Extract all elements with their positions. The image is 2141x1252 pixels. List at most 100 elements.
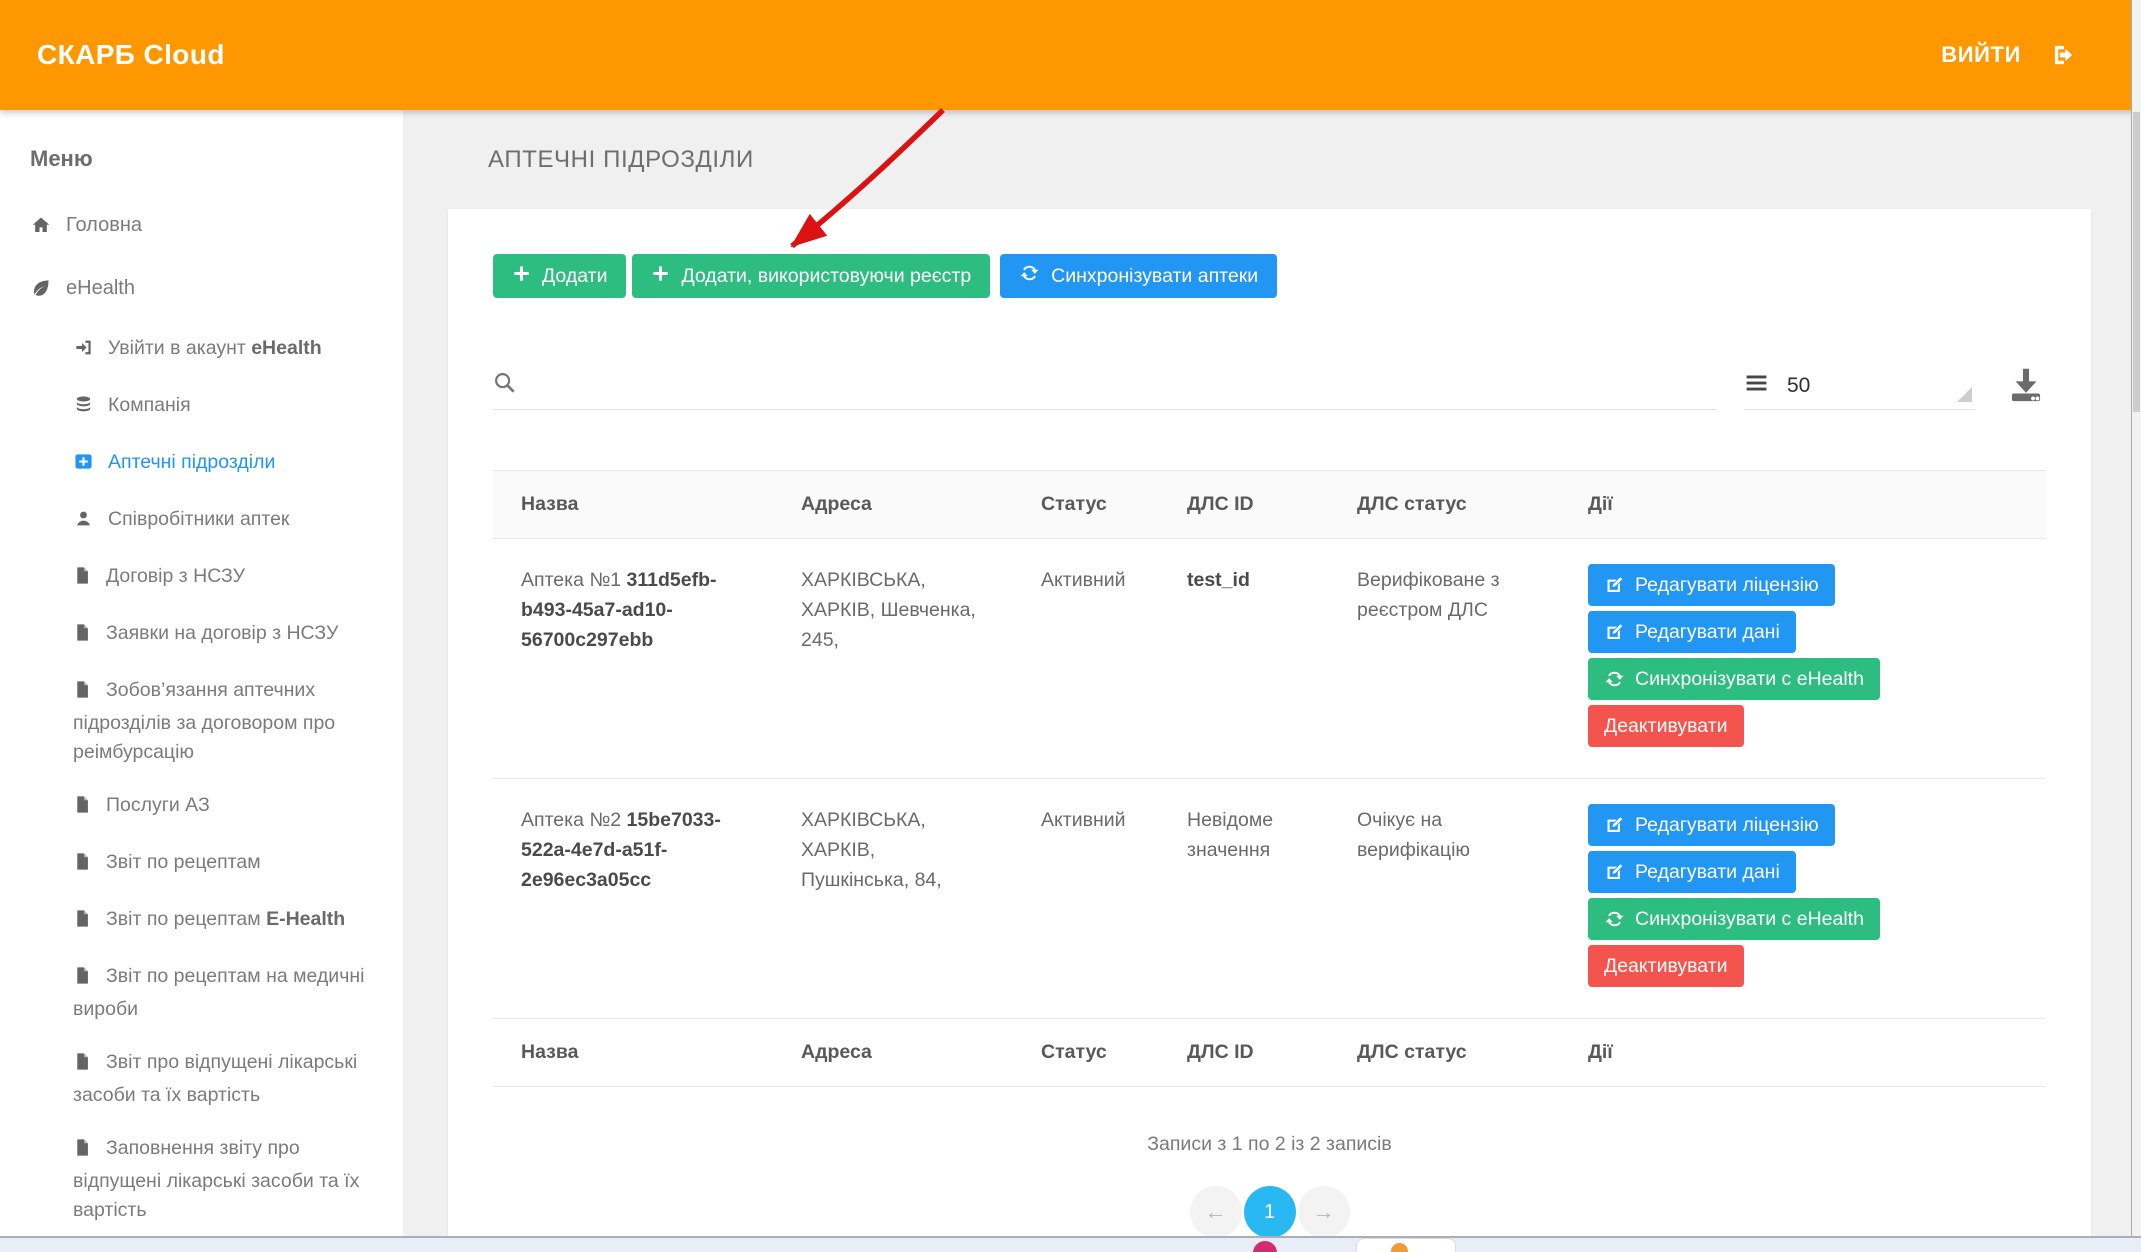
page-title: АПТЕЧНІ ПІДРОЗДІЛИ bbox=[488, 146, 754, 173]
sidebar-menu: Головна eHealth Увійти в акаунт eHealth Ком… bbox=[30, 196, 385, 1238]
column-header-6: Дії bbox=[1560, 1018, 2046, 1087]
sidebar-item-prescription-report-medical[interactable]: Звіт по рецептам на медичні вироби bbox=[30, 950, 385, 1036]
add-button[interactable]: Додати bbox=[493, 254, 627, 298]
edit-license-button[interactable]: Редагувати ліцензію bbox=[1588, 804, 1835, 846]
column-header-5: ДЛС статус bbox=[1329, 470, 1560, 539]
sidebar-item-label: eHealth bbox=[66, 277, 135, 299]
scrollbar-thumb[interactable] bbox=[2133, 112, 2140, 412]
sidebar-item-pharmacy-staff[interactable]: Співробітники аптек bbox=[30, 493, 385, 550]
sidebar-item-label: Зобов’язання аптечних підрозділів за дог… bbox=[73, 679, 336, 763]
file-icon bbox=[73, 1138, 92, 1167]
button-label: Редагувати ліцензію bbox=[1635, 813, 1819, 836]
sidebar-item-label: Головна bbox=[66, 214, 142, 236]
sidebar-item-label: Співробітники аптек bbox=[108, 508, 290, 530]
sync-ehealth-button[interactable]: Синхронізувати с eHealth bbox=[1588, 898, 1880, 940]
toolbar: Додати Додати, використовуючи реєстр Синхр… bbox=[493, 254, 2046, 298]
button-label: Редагувати дані bbox=[1635, 620, 1780, 643]
file-icon bbox=[73, 680, 92, 709]
button-label: Синхронізувати с eHealth bbox=[1635, 667, 1864, 690]
sidebar-item-label: Звіт по рецептам на медичні вироби bbox=[73, 965, 365, 1020]
sidebar-item-pharmacy-units[interactable]: Аптечні підрозділи bbox=[30, 436, 385, 493]
cell-status: Активний bbox=[1013, 778, 1159, 1019]
add-using-registry-button[interactable]: Додати, використовуючи реєстр bbox=[632, 254, 991, 298]
button-label: Синхронізувати с eHealth bbox=[1635, 907, 1864, 930]
column-header-3: Статус bbox=[1013, 1018, 1159, 1087]
app-body: Меню Головна eHealth Увійти в акаунт eHeal… bbox=[0, 110, 2141, 1238]
sidebar-item-ehealth-login[interactable]: Увійти в акаунт eHealth bbox=[30, 322, 385, 379]
page-length-value: 50 bbox=[1787, 374, 1811, 397]
cell-status: Активний bbox=[1013, 538, 1159, 779]
search-field[interactable] bbox=[493, 371, 1717, 410]
sidebar-item-label: Компанія bbox=[108, 394, 191, 416]
button-label: Редагувати дані bbox=[1635, 860, 1780, 883]
sidebar-item-label: Заповнення звіту про відпущені лікарські… bbox=[73, 1137, 360, 1221]
cell-name: Аптека №2 15be7033-522a-4e7d-a51f-2e96ec… bbox=[493, 778, 773, 1019]
deactivate-button[interactable]: Деактивувати bbox=[1588, 945, 1744, 987]
sidebar-item-prescription-report-ehealth[interactable]: Звіт по рецептам E-Health bbox=[30, 893, 385, 950]
sidebar-item-label: Звіт по рецептам E-Health bbox=[106, 908, 346, 930]
pagination-next-button[interactable]: → bbox=[1297, 1186, 1350, 1238]
edit-icon bbox=[1604, 815, 1625, 835]
main-content: АПТЕЧНІ ПІДРОЗДІЛИ Додати Додати, викорис… bbox=[403, 110, 2141, 1238]
edit-data-button[interactable]: Редагувати дані bbox=[1588, 851, 1796, 893]
edit-license-button[interactable]: Редагувати ліцензію bbox=[1588, 564, 1835, 606]
file-icon bbox=[73, 909, 92, 938]
sidebar-item-az-services[interactable]: Послуги АЗ bbox=[30, 779, 385, 836]
sidebar-item-dispensed-report[interactable]: Звіт про відпущені лікарські засоби та ї… bbox=[30, 1036, 385, 1122]
sidebar-item-prescription-report[interactable]: Звіт по рецептам bbox=[30, 836, 385, 893]
edit-data-button[interactable]: Редагувати дані bbox=[1588, 611, 1796, 653]
sidebar-item-nszu-contract[interactable]: Договір з НСЗУ bbox=[30, 550, 385, 607]
sidebar-menu-title: Меню bbox=[30, 146, 93, 171]
file-icon bbox=[73, 795, 92, 824]
pharmacy-table: Назва Адреса Статус ДЛС ID ДЛС статус Дії Апт… bbox=[493, 470, 2046, 1087]
table-footer-row: Назва Адреса Статус ДЛС ID ДЛС статус Дії bbox=[493, 1018, 2046, 1087]
sidebar-item-nszu-contract-applications[interactable]: Заявки на договір з НСЗУ bbox=[30, 607, 385, 664]
sidebar-item-home[interactable]: Головна bbox=[30, 196, 385, 259]
column-header-2: Адреса bbox=[773, 470, 1013, 539]
background-icon-box bbox=[1356, 1238, 1456, 1252]
logout-button[interactable]: ВИЙТИ bbox=[1941, 42, 2079, 68]
cell-dls-id: Невідоме значення bbox=[1159, 778, 1329, 1019]
column-header-3: Статус bbox=[1013, 470, 1159, 539]
deactivate-button[interactable]: Деактивувати bbox=[1588, 705, 1744, 747]
page-scrollbar[interactable] bbox=[2131, 0, 2141, 1238]
sidebar-item-label: Договір з НСЗУ bbox=[106, 565, 246, 587]
sidebar-item-ehealth[interactable]: eHealth bbox=[30, 259, 385, 322]
column-header-4: ДЛС ID bbox=[1159, 470, 1329, 539]
sync-pharmacies-button[interactable]: Синхронізувати аптеки bbox=[1000, 254, 1278, 298]
column-header-1: Назва bbox=[493, 1018, 773, 1087]
download-button[interactable] bbox=[2006, 365, 2046, 410]
cell-name: Аптека №1 311d5efb-b493-45a7-ad10-56700c… bbox=[493, 538, 773, 779]
file-icon bbox=[73, 852, 92, 881]
column-header-5: ДЛС статус bbox=[1329, 1018, 1560, 1087]
plus-icon bbox=[651, 264, 670, 289]
table-header-row: Назва Адреса Статус ДЛС ID ДЛС статус Дії bbox=[493, 470, 2046, 539]
sign-out-icon bbox=[2049, 42, 2079, 68]
button-label: Деактивувати bbox=[1604, 714, 1728, 737]
leaf-icon bbox=[30, 278, 52, 307]
cell-dls-status: Верифіковане з реєстром ДЛС bbox=[1329, 538, 1560, 779]
pagination-prev-button[interactable]: ← bbox=[1189, 1186, 1242, 1238]
pagination-page-1-button[interactable]: 1 bbox=[1243, 1186, 1296, 1238]
cell-dls-status: Очікує на верифікацію bbox=[1329, 778, 1560, 1019]
edit-icon bbox=[1604, 622, 1625, 642]
sidebar-item-fill-dispensed-report[interactable]: Заповнення звіту про відпущені лікарські… bbox=[30, 1122, 385, 1237]
sidebar-item-obligations[interactable]: Зобов’язання аптечних підрозділів за дог… bbox=[30, 664, 385, 779]
sidebar-item-label: Послуги АЗ bbox=[106, 794, 210, 816]
cell-dls-id: test_id bbox=[1159, 538, 1329, 779]
content-card: Додати Додати, використовуючи реєстр Синхр… bbox=[448, 209, 2091, 1238]
cell-actions: Редагувати ліцензію Редагувати дані Синхро… bbox=[1560, 778, 2046, 1019]
list-menu-icon bbox=[1744, 372, 1769, 400]
sync-ehealth-button[interactable]: Синхронізувати с eHealth bbox=[1588, 658, 1880, 700]
user-icon bbox=[73, 509, 94, 538]
page-length-select[interactable]: 50 bbox=[1744, 372, 1975, 410]
column-header-2: Адреса bbox=[773, 1018, 1013, 1087]
sync-icon bbox=[1019, 263, 1040, 289]
background-icon-orange bbox=[1391, 1243, 1408, 1252]
download-icon bbox=[2006, 368, 2046, 407]
edit-icon bbox=[1604, 862, 1625, 882]
search-input[interactable] bbox=[531, 375, 1717, 400]
home-icon bbox=[30, 215, 52, 244]
sync-icon bbox=[1604, 909, 1625, 929]
sidebar-item-company[interactable]: Компанія bbox=[30, 379, 385, 436]
